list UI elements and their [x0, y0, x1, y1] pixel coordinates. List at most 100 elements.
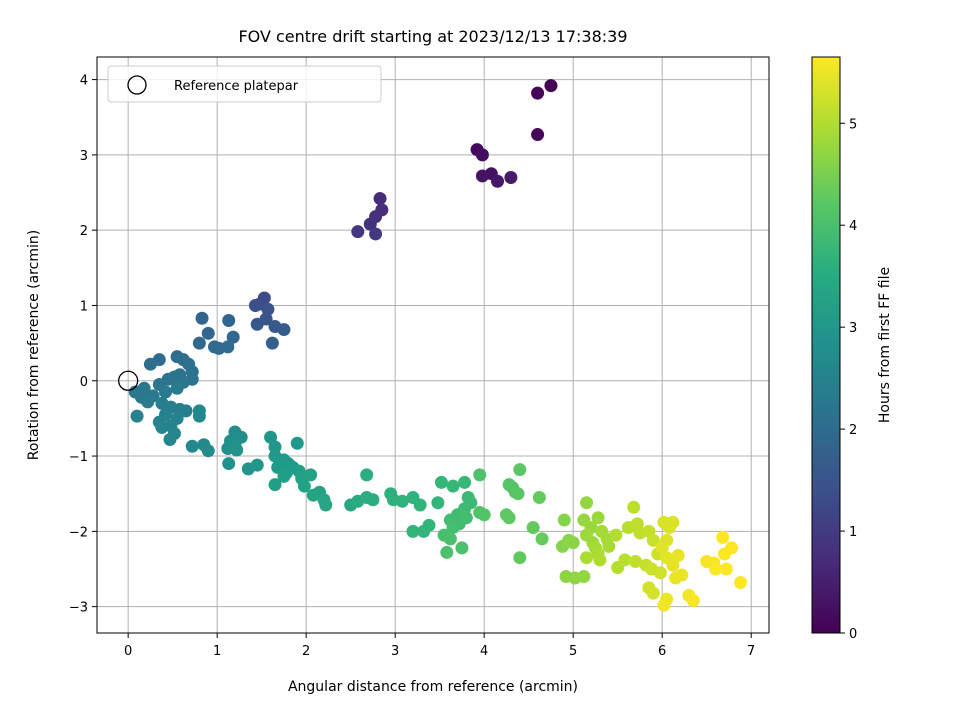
x-tick-label: 7	[747, 644, 755, 659]
scatter-point	[666, 515, 680, 529]
y-tick-label: 1	[80, 299, 88, 314]
x-tick-label: 2	[302, 644, 310, 659]
scatter-point	[250, 458, 264, 472]
scatter-point	[155, 420, 169, 434]
scatter-point	[580, 496, 594, 510]
y-axis-label: Rotation from reference (arcmin)	[26, 230, 42, 460]
colorbar-tick-label: 1	[849, 525, 857, 540]
scatter-point	[458, 475, 472, 489]
scatter-point	[363, 217, 377, 231]
reference-platepar-marker	[118, 370, 139, 391]
scatter-point	[618, 553, 632, 567]
legend-label-reference: Reference platepar	[174, 79, 299, 94]
scatter-point	[675, 568, 689, 582]
x-axis-ticks: 0 1 2 3 4 5 6 7	[124, 633, 755, 659]
x-tick-label: 4	[480, 644, 488, 659]
scatter-point	[504, 170, 518, 184]
colorbar-ticks: 0 1 2 3 4 5	[840, 117, 857, 642]
scatter-point	[130, 409, 144, 423]
scatter-point	[446, 521, 460, 535]
scatter-point	[531, 86, 545, 100]
scatter-point	[192, 409, 206, 423]
y-axis-ticks: −3 −2 −1 0 1 2 3 4	[69, 74, 97, 616]
scatter-point	[360, 468, 374, 482]
scatter-point	[422, 518, 436, 532]
colorbar-label: Hours from first FF file	[877, 267, 893, 423]
scatter-point	[627, 500, 641, 514]
scatter-point	[434, 475, 448, 489]
scatter-point	[716, 530, 730, 544]
scatter-point	[475, 148, 489, 162]
colorbar-tick-label: 4	[849, 219, 857, 234]
plot-area-frame	[96, 56, 770, 634]
scatter-point	[297, 479, 311, 493]
colorbar-tick-label: 5	[849, 117, 857, 132]
x-tick-label: 3	[391, 644, 399, 659]
scatter-point	[725, 541, 739, 555]
scatter-point	[734, 576, 748, 590]
scatter-points	[128, 79, 748, 612]
reference-layer	[118, 370, 139, 391]
scatter-point	[222, 457, 236, 471]
y-tick-label: −1	[69, 450, 88, 465]
grid	[97, 57, 769, 633]
scatter-point	[709, 562, 723, 576]
scatter-point	[653, 566, 667, 580]
scatter-point	[491, 174, 505, 188]
colorbar-gradient	[811, 56, 841, 634]
scatter-point	[226, 330, 240, 344]
scatter-point	[513, 463, 527, 477]
scatter-point	[557, 513, 571, 527]
legend-box	[107, 65, 382, 103]
scatter-point	[268, 478, 282, 492]
scatter-point	[455, 541, 469, 555]
scatter-point	[646, 586, 660, 600]
scatter-point	[143, 357, 157, 371]
scatter-point	[265, 336, 279, 350]
scatter-point	[373, 192, 387, 206]
scatter-point	[602, 539, 616, 553]
scatter-point	[351, 225, 365, 239]
scatter-point	[535, 532, 549, 546]
y-tick-label: −2	[69, 525, 88, 540]
scatter-point	[366, 493, 380, 507]
scatter-point	[502, 511, 516, 525]
scatter-point	[566, 536, 580, 550]
scatter-point	[170, 381, 184, 395]
scatter-point	[277, 469, 291, 483]
scatter-point	[526, 521, 540, 535]
scatter-point	[221, 340, 235, 354]
colorbar-tick-label: 2	[849, 423, 857, 438]
scatter-point	[431, 496, 445, 510]
scatter-point	[473, 468, 487, 482]
scatter-point	[159, 385, 173, 399]
scatter-point	[201, 444, 215, 458]
scatter-point	[277, 323, 291, 337]
y-tick-label: 2	[80, 224, 88, 239]
scatter-point	[369, 227, 383, 241]
scatter-point	[719, 562, 733, 576]
scatter-point	[577, 570, 591, 584]
scatter-point	[406, 524, 420, 538]
colorbar-tick-label: 3	[849, 321, 857, 336]
chart-title: FOV centre drift starting at 2023/12/13 …	[238, 27, 627, 46]
scatter-point	[532, 490, 546, 504]
scatter-point	[628, 554, 642, 568]
scatter-point	[261, 302, 275, 316]
scatter-point	[593, 553, 607, 567]
scatter-point	[477, 508, 491, 522]
scatter-point	[248, 298, 262, 312]
scatter-point	[290, 436, 304, 450]
x-tick-label: 0	[124, 644, 132, 659]
scatter-point	[655, 541, 669, 555]
scatter-point	[192, 336, 206, 350]
scatter-point	[544, 79, 558, 93]
x-tick-label: 5	[569, 644, 577, 659]
y-tick-label: 4	[80, 74, 88, 89]
scatter-point	[475, 169, 489, 183]
scatter-point	[250, 317, 264, 331]
scatter-point	[268, 440, 282, 454]
y-tick-label: 3	[80, 149, 88, 164]
scatter-point	[459, 511, 473, 525]
